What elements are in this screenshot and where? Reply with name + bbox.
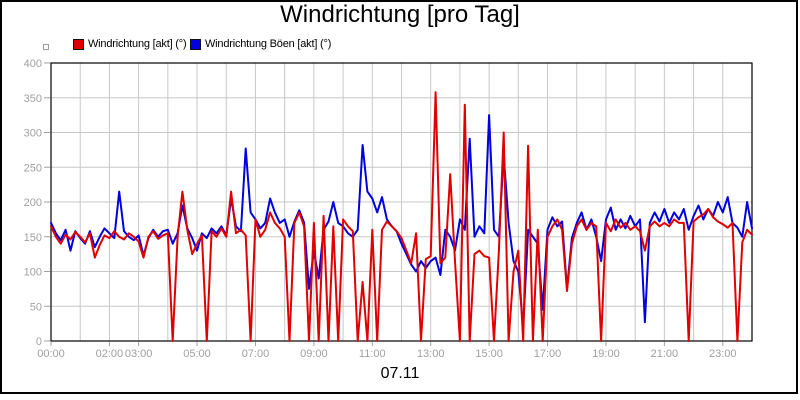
x-tick-label: 11:00 — [359, 348, 386, 360]
y-tick-label: 300 — [24, 128, 42, 140]
x-tick-label: 02:00 — [96, 348, 124, 360]
x-tick-label: 21:00 — [651, 348, 679, 360]
legend-item-windrichtung-akt: Windrichtung [akt] (°) — [73, 37, 187, 51]
y-tick-label: 250 — [24, 162, 42, 174]
y-tick-label: 100 — [24, 267, 42, 279]
gridlines — [51, 63, 752, 341]
y-tick-label: 200 — [24, 197, 42, 209]
chart-title: Windrichtung [pro Tag] — [280, 1, 520, 28]
x-tick-label: 05:00 — [183, 348, 211, 360]
x-tick-label: 17:00 — [534, 348, 562, 360]
legend-label-windrichtung-boen: Windrichtung Böen [akt] (°) — [205, 38, 332, 50]
legend-corner-marker — [43, 44, 49, 50]
x-tick-label: 07:00 — [242, 348, 270, 360]
axis-ticks — [44, 62, 724, 346]
x-tick-label: 09:00 — [300, 348, 328, 360]
axis-tick-labels: 0 50 100 150 200 250 300 350 400 00:00 02:00 03:00 0… — [24, 58, 737, 360]
y-tick-label: 400 — [24, 58, 42, 70]
x-tick-label: 19:00 — [592, 348, 620, 360]
x-tick-label: 00:00 — [37, 348, 65, 360]
y-tick-label: 150 — [24, 232, 42, 244]
x-tick-label: 23:00 — [709, 348, 737, 360]
y-tick-label: 50 — [30, 301, 42, 313]
x-tick-label: 03:00 — [125, 348, 153, 360]
x-axis-date-label: 07.11 — [380, 365, 420, 382]
legend-item-windrichtung-boen: Windrichtung Böen [akt] (°) — [190, 37, 331, 51]
x-tick-label: 15:00 — [475, 348, 503, 360]
series-line-windrichtung-akt — [50, 91, 753, 342]
y-tick-label: 0 — [36, 336, 42, 348]
x-tick-label: 13:00 — [417, 348, 445, 360]
legend-swatch-red — [73, 38, 84, 50]
y-tick-label: 350 — [24, 93, 42, 105]
legend-swatch-blue — [190, 38, 201, 50]
legend-label-windrichtung-akt: Windrichtung [akt] (°) — [88, 38, 187, 50]
plot-border — [50, 62, 753, 342]
